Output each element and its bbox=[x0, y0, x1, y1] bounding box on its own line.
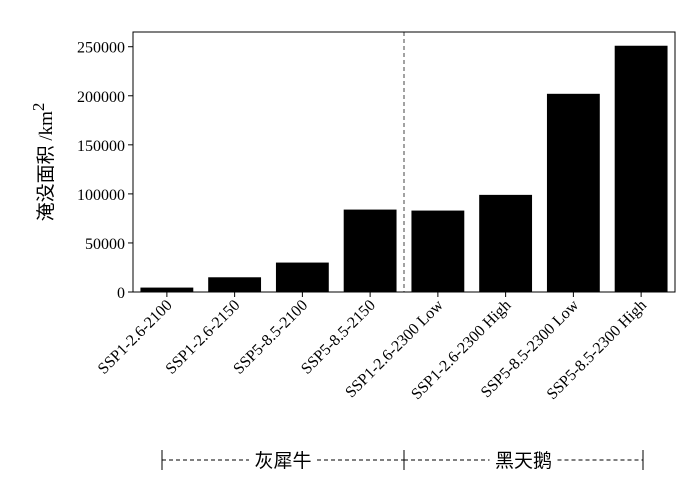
x-ticks-layer: SSP1-2.6-2100SSP1-2.6-2150SSP5-8.5-2100S… bbox=[95, 292, 650, 403]
y-axis-label: 淹没面积 /km2 bbox=[29, 103, 57, 222]
group-label: 黑天鹅 bbox=[495, 450, 552, 472]
y-tick-label: 150000 bbox=[77, 138, 125, 155]
bar-8 bbox=[614, 45, 668, 292]
y-tick-label: 250000 bbox=[77, 40, 125, 57]
axes-layer bbox=[132, 31, 676, 293]
plot-frame bbox=[132, 31, 676, 293]
group-label: 灰犀牛 bbox=[254, 450, 311, 472]
bar-7 bbox=[546, 93, 600, 292]
groups-layer: 灰犀牛 黑天鹅 bbox=[161, 450, 644, 472]
y-ticks-layer: 0 50000 100000 150000 200000 250000 bbox=[77, 40, 133, 302]
y-axis-label-text: 淹没面积 /km bbox=[35, 111, 57, 222]
y-tick-label: 50000 bbox=[85, 236, 125, 253]
bar-3 bbox=[275, 262, 329, 292]
bar-4 bbox=[343, 209, 397, 292]
bar-5 bbox=[411, 210, 465, 292]
y-axis-label-superscript: 2 bbox=[29, 103, 48, 112]
bars-layer bbox=[140, 45, 668, 292]
bar-2 bbox=[208, 277, 262, 292]
bar-6 bbox=[479, 194, 533, 292]
y-tick-label: 0 bbox=[117, 285, 125, 302]
bar-1 bbox=[140, 287, 194, 292]
y-tick-label: 100000 bbox=[77, 187, 125, 204]
y-tick-label: 200000 bbox=[77, 89, 125, 106]
